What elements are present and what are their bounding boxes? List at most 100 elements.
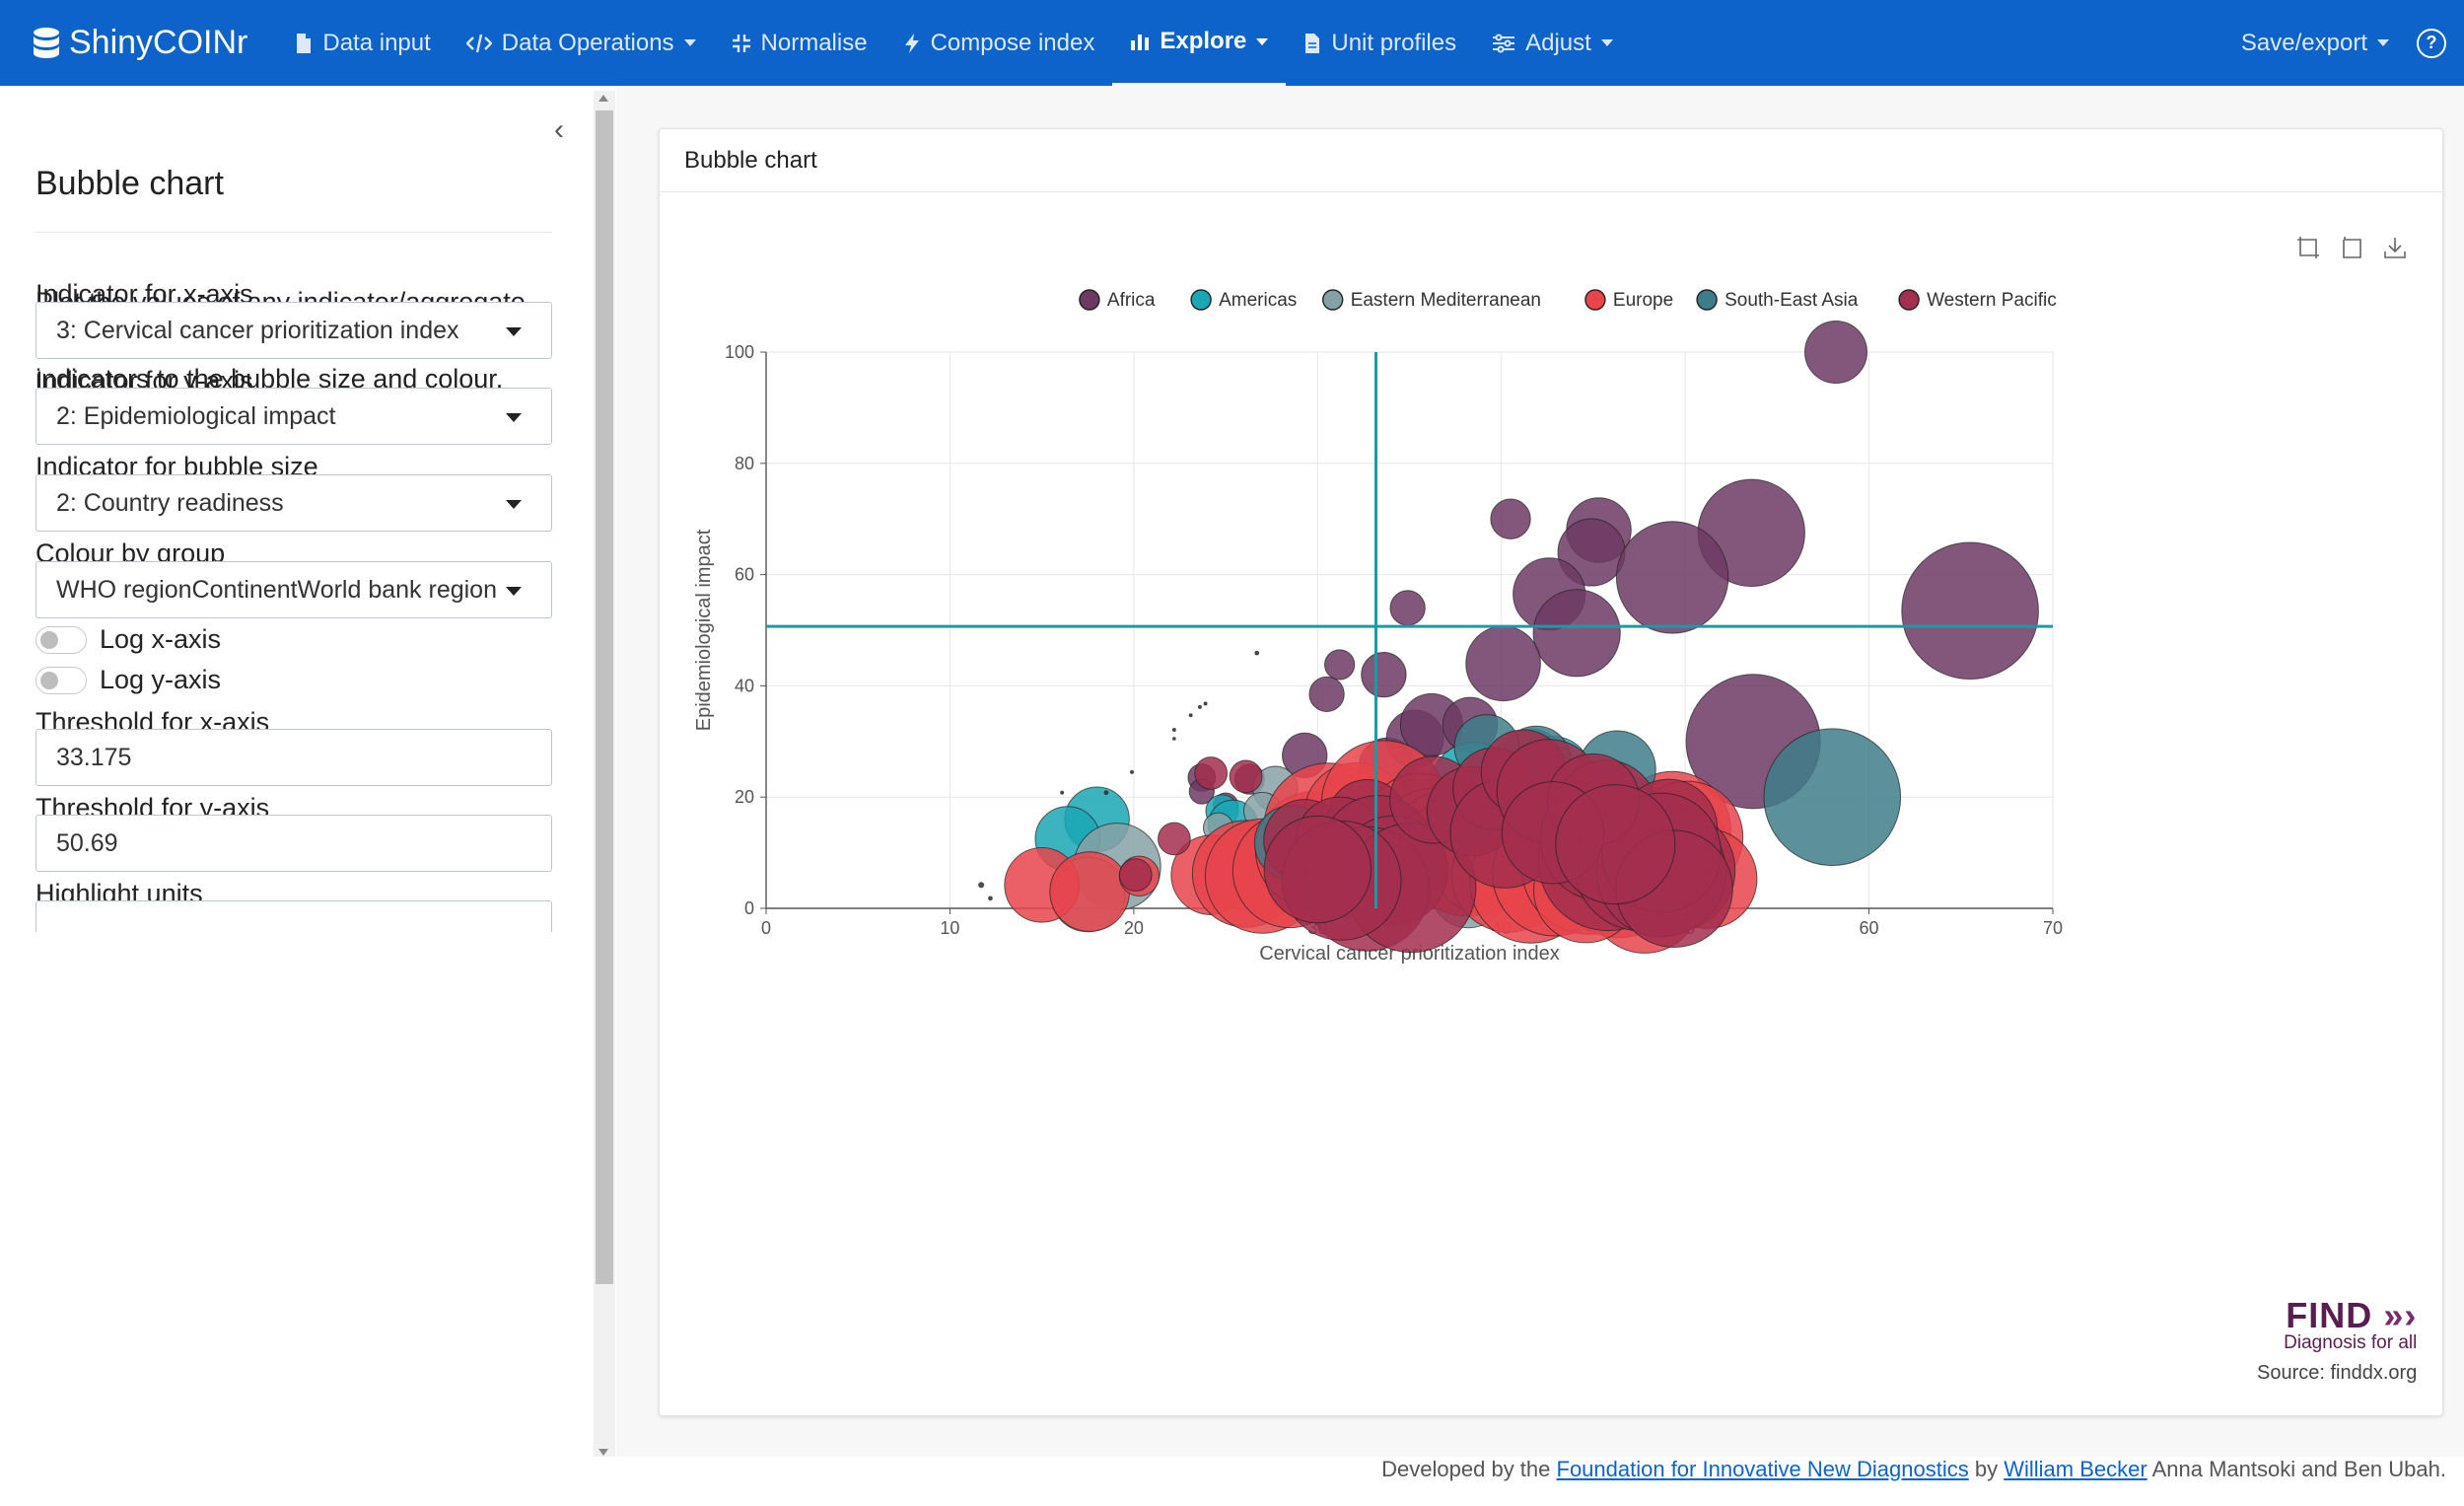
file-icon <box>1303 33 1321 54</box>
bubble[interactable] <box>1194 756 1229 790</box>
y-tick-label: 100 <box>725 342 754 362</box>
nav-item-explore[interactable]: Explore <box>1112 0 1287 86</box>
bubble[interactable] <box>1197 704 1202 709</box>
bubble[interactable] <box>1804 321 1868 384</box>
legend-marker[interactable] <box>1322 289 1344 311</box>
zoom-icon[interactable] <box>2296 236 2320 259</box>
colour-group-select[interactable]: WHO regionContinentWorld bank region <box>35 561 552 618</box>
download-icon[interactable] <box>2383 236 2407 259</box>
caret-down-icon <box>506 413 522 422</box>
find-logo: FIND »› Diagnosis for all Source: finddx… <box>2257 1295 2417 1385</box>
y-tick-label: 40 <box>735 676 754 695</box>
legend-label[interactable]: South-East Asia <box>1725 290 1859 311</box>
bubble[interactable] <box>1361 651 1407 698</box>
legend-marker[interactable] <box>1898 289 1920 311</box>
legend-marker[interactable] <box>1190 289 1212 311</box>
top-navbar: ShinyCOINr Data input Data Operations Norm… <box>0 0 2464 86</box>
find-link[interactable]: Foundation for Innovative New Diagnostic… <box>1556 1457 1969 1481</box>
bubble[interactable] <box>1060 790 1065 795</box>
x-tick-label: 20 <box>1124 918 1144 938</box>
legend-marker[interactable] <box>1696 289 1718 311</box>
bubble[interactable] <box>1263 815 1372 924</box>
nav-item-label: Unit profiles <box>1331 29 1457 56</box>
bubble[interactable] <box>1171 727 1176 732</box>
nav-item-normalise[interactable]: Normalise <box>714 0 885 86</box>
bubble[interactable] <box>1118 858 1153 893</box>
y-tick-label: 0 <box>744 898 754 918</box>
legend-label[interactable]: Eastern Mediterranean <box>1351 290 1541 311</box>
chevron-down-icon <box>2377 39 2389 46</box>
legend-label[interactable]: Europe <box>1613 290 1673 311</box>
bubble[interactable] <box>1103 790 1109 796</box>
nav-item-compose-index[interactable]: Compose index <box>885 0 1113 86</box>
legend-marker[interactable] <box>1584 289 1606 311</box>
bubble[interactable] <box>1203 701 1208 706</box>
brand[interactable]: ShinyCOINr <box>32 24 247 62</box>
nav-item-label: Data input <box>322 29 431 56</box>
save-export-label: Save/export <box>2240 29 2367 56</box>
code-icon <box>465 34 492 53</box>
bubble[interactable] <box>988 896 993 901</box>
bubble[interactable] <box>1490 498 1531 539</box>
chart-toolbox <box>2296 236 2407 259</box>
bubble[interactable] <box>1532 589 1621 678</box>
author-link[interactable]: William Becker <box>2004 1457 2147 1481</box>
nav-item-data-input[interactable]: Data input <box>277 0 448 86</box>
bubble[interactable] <box>1188 713 1193 718</box>
highlight-units-input[interactable] <box>35 900 552 932</box>
y-tick-label: 60 <box>735 565 754 585</box>
bubble[interactable] <box>1763 728 1902 867</box>
sidebar-scrollbar[interactable] <box>594 91 615 1462</box>
bubble-chart-card: Bubble chart 010203040506070020406080100… <box>659 128 2443 1416</box>
nav-item-adjust[interactable]: Adjust <box>1474 0 1631 86</box>
x-axis-title: Cervical cancer prioritization index <box>1259 943 1560 965</box>
bubble[interactable] <box>1901 541 2039 681</box>
bubble[interactable] <box>1254 650 1260 656</box>
bubble[interactable] <box>1389 590 1426 626</box>
scroll-down-icon[interactable] <box>598 1449 608 1456</box>
question-circle-icon[interactable]: ? <box>2417 28 2446 58</box>
bubble[interactable] <box>1129 769 1135 774</box>
reset-icon[interactable] <box>2340 236 2363 259</box>
bubble[interactable] <box>1049 851 1130 932</box>
y-axis-title: Epidemiological impact <box>693 529 715 731</box>
legend-label[interactable]: Americas <box>1219 290 1297 311</box>
log-x-toggle[interactable] <box>35 626 87 654</box>
bubble[interactable] <box>1229 759 1263 794</box>
save-export-menu[interactable]: Save/export <box>2223 0 2407 86</box>
size-indicator-select[interactable]: 2: Country readiness <box>35 474 552 532</box>
bubble[interactable] <box>1171 737 1176 741</box>
bubble[interactable] <box>1157 822 1191 856</box>
x-indicator-value: 3: Cervical cancer prioritization index <box>56 316 459 344</box>
chevron-down-icon <box>1600 39 1613 46</box>
bubble[interactable] <box>1465 625 1541 702</box>
bubble[interactable] <box>1615 521 1729 634</box>
footer-prefix: Developed by the <box>1381 1457 1557 1481</box>
bolt-icon <box>903 33 921 54</box>
collapse-sidebar-icon[interactable]: ‹ <box>554 113 564 146</box>
scrollbar-thumb[interactable] <box>596 110 613 1284</box>
bubble[interactable] <box>978 882 985 889</box>
x-indicator-select[interactable]: 3: Cervical cancer prioritization index <box>35 302 552 359</box>
bubble[interactable] <box>1308 676 1345 712</box>
log-x-label: Log x-axis <box>100 624 222 654</box>
legend-marker[interactable] <box>1079 289 1100 311</box>
nav-item-data-operations[interactable]: Data Operations <box>449 0 714 86</box>
bubble[interactable] <box>1555 784 1676 905</box>
scroll-up-icon[interactable] <box>598 95 608 102</box>
legend-label[interactable]: Western Pacific <box>1927 290 2057 311</box>
nav-item-label: Adjust <box>1525 29 1591 56</box>
log-y-toggle[interactable] <box>35 667 87 694</box>
threshold-y-input[interactable]: 50.69 <box>35 815 552 872</box>
threshold-x-input[interactable]: 33.175 <box>35 729 552 786</box>
footer-by: by <box>1968 1457 2005 1481</box>
find-tagline: Diagnosis for all <box>2284 1332 2418 1353</box>
y-indicator-select[interactable]: 2: Epidemiological impact <box>35 388 552 445</box>
legend-label[interactable]: Africa <box>1107 290 1156 311</box>
card-title: Bubble chart <box>684 147 817 174</box>
bubble[interactable] <box>1324 649 1356 681</box>
footer-rest: Anna Mantsoki and Ben Ubah. <box>2147 1457 2446 1481</box>
size-indicator-value: 2: Country readiness <box>56 488 284 517</box>
nav-item-unit-profiles[interactable]: Unit profiles <box>1286 0 1474 86</box>
chevron-down-icon <box>1256 37 1269 45</box>
